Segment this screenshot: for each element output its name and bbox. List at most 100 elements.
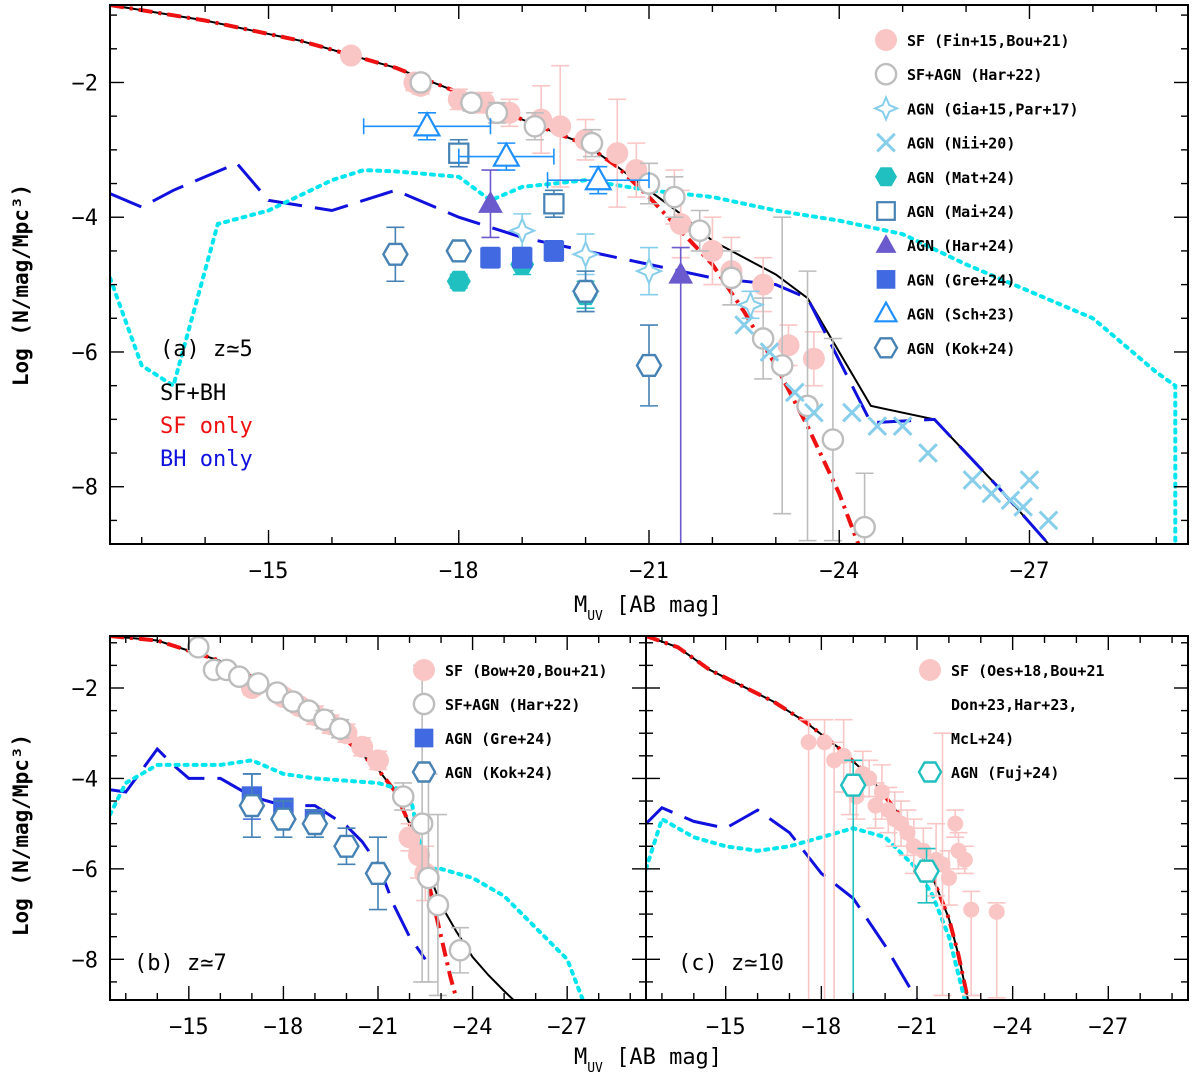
y-ticks: −2 −4 −6 −8 — [72, 642, 646, 983]
data-point — [412, 111, 442, 137]
legend-label: SF+AGN (Har+22) — [445, 696, 580, 714]
data-point — [606, 142, 629, 165]
data-point — [853, 515, 876, 539]
data-point — [913, 859, 940, 883]
series-line-bh-only — [646, 806, 919, 1000]
data-point — [918, 443, 938, 463]
legend-label: SF+AGN (Har+22) — [907, 66, 1042, 84]
legend-label: McL+24) — [951, 730, 1014, 748]
x-tick-label: −27 — [1010, 559, 1050, 584]
x-tick-label: −27 — [547, 1015, 587, 1040]
data-point — [784, 382, 805, 403]
data-point — [800, 734, 817, 751]
data-point — [915, 842, 932, 859]
data-point — [988, 903, 1005, 920]
data-point — [333, 834, 360, 858]
y-tick-label: −4 — [72, 206, 99, 231]
data-point — [1019, 470, 1040, 490]
x-tick-label: −15 — [706, 1015, 746, 1040]
data-point — [571, 239, 601, 269]
data-point — [873, 337, 899, 359]
panel-label: (c) z≃10 — [678, 951, 784, 976]
y-ticks: −2 −4 −6 −8 — [72, 14, 1188, 522]
y-tick-label: −2 — [72, 71, 99, 96]
legend-label: SF (Fin+15,Bou+21) — [907, 32, 1070, 50]
data-point — [663, 185, 686, 209]
x-axis-label-unit: [AB mag] — [603, 1045, 722, 1070]
point-set-agn-fuj-24- — [839, 759, 940, 1000]
data-point — [301, 812, 329, 836]
x-axis-label-unit: [AB mag] — [603, 593, 722, 618]
y-axis-label-bottom: Log (N/mag/Mpc³) — [9, 734, 33, 936]
data-point — [899, 824, 916, 841]
data-point — [701, 239, 724, 262]
data-point — [873, 300, 899, 323]
legend-label: AGN (Mai+24) — [907, 203, 1015, 221]
legend-label: AGN (Gre+24) — [907, 271, 1015, 289]
data-point — [382, 242, 409, 266]
plot-frame — [645, 635, 1189, 1001]
legend: SF (Fin+15,Bou+21) SF+AGN (Har+22) AGN (Gi… — [872, 29, 1079, 359]
data-point — [875, 234, 897, 253]
data-point — [351, 735, 374, 758]
data-point — [874, 62, 898, 86]
y-tick-label: −4 — [72, 767, 99, 792]
data-point — [876, 132, 896, 153]
data-point — [364, 861, 392, 885]
x-tick-label: −27 — [1088, 1015, 1128, 1040]
y-tick-label: −8 — [72, 476, 99, 501]
data-point — [668, 261, 694, 284]
data-point — [580, 131, 604, 155]
point-set-agn-nii-20- — [734, 315, 1059, 531]
y-tick-label: −8 — [72, 948, 99, 973]
y-axis-label-top: Log (N/mag/Mpc³) — [9, 184, 33, 386]
data-point — [413, 659, 435, 681]
data-point — [981, 483, 1002, 504]
point-set-agn-gre-24- — [480, 240, 565, 269]
data-point — [1013, 497, 1033, 517]
legend-label: AGN (Mat+24) — [907, 169, 1015, 187]
data-point — [839, 773, 867, 797]
legend-label: AGN (Gre+24) — [445, 730, 553, 748]
data-point — [635, 353, 663, 377]
x-axis-label-bottom: MUV [AB mag] — [574, 1045, 722, 1073]
data-point — [480, 247, 501, 268]
data-point — [478, 190, 503, 213]
data-point — [543, 193, 565, 215]
data-point — [735, 290, 766, 320]
x-tick-label: −24 — [819, 559, 859, 584]
plot-area — [110, 5, 1178, 544]
legend-label: SF (Oes+18,Bou+21 — [951, 662, 1105, 680]
data-point — [543, 240, 565, 262]
legend-label: AGN (Har+24) — [907, 237, 1015, 255]
x-tick-label: −24 — [453, 1015, 493, 1040]
data-point — [238, 794, 266, 818]
y-tick-label: −2 — [72, 677, 99, 702]
data-point — [410, 812, 434, 835]
data-point — [227, 665, 251, 689]
legend-label: SF (Bow+20,Bou+21) — [445, 662, 608, 680]
data-point — [411, 761, 437, 783]
data-point — [876, 270, 896, 289]
data-point — [876, 201, 896, 221]
data-point — [804, 402, 824, 423]
data-point — [802, 347, 825, 370]
x-axis-label-main: M — [574, 1045, 587, 1070]
panel-b: −15 −18 −21 −24 −27 −2 −4 −6 −8 (b) z≃7 SF (Bow+20… — [72, 635, 647, 1040]
point-set-agn-kok-24- — [382, 226, 663, 407]
data-point — [777, 334, 800, 357]
data-point — [752, 273, 775, 296]
data-point — [875, 167, 897, 187]
data-point — [821, 428, 845, 451]
x-tick-label: −21 — [358, 1015, 398, 1040]
panel-a: −15 −18 −21 −24 −27 −2 −4 −6 −8 (a) z≃5 SF+BH SF on… — [72, 4, 1189, 584]
data-point — [892, 416, 913, 436]
data-point — [391, 785, 415, 808]
data-point — [759, 342, 780, 362]
legend: SF (Bow+20,Bou+21) SF+AGN (Har+22) AGN (Gr… — [411, 659, 608, 783]
point-set-agn-mai-24- — [448, 138, 565, 219]
point-set-sf-agn-har-22- — [186, 636, 472, 997]
x-ticks: −15 −18 −21 −24 −27 — [661, 636, 1173, 1040]
data-point — [328, 717, 352, 741]
